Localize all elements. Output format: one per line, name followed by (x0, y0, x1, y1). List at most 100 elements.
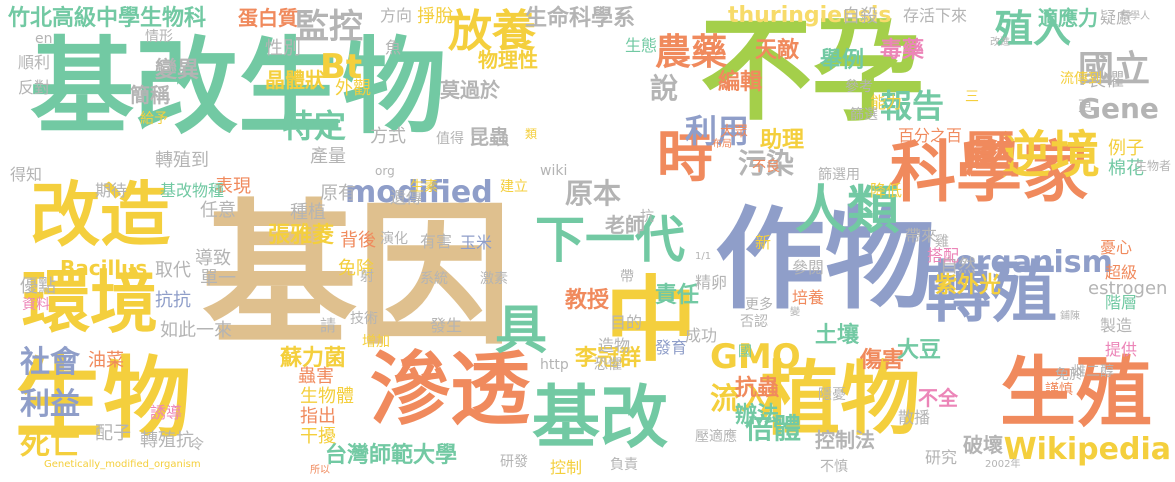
cloud-word: 原本 (565, 177, 622, 210)
cloud-word: 植物 (760, 353, 920, 446)
cloud-word: 外觀 (335, 78, 371, 99)
cloud-word: 參考 (845, 79, 873, 95)
cloud-word: 具 (495, 301, 548, 361)
cloud-word: 農藥 (655, 32, 728, 73)
cloud-word: 大豆 (897, 338, 942, 363)
cloud-word: 提供 (1105, 340, 1138, 359)
cloud-word: 國 (738, 344, 752, 360)
cloud-word: 壓 (965, 126, 1015, 184)
cloud-word: 舉例 (820, 48, 865, 73)
cloud-word: 單一 (200, 268, 236, 289)
cloud-word: 所以 (310, 465, 330, 476)
cloud-word: 免於 (1055, 367, 1083, 383)
cloud-word: 放養 (448, 6, 536, 57)
cloud-word: 期待 (95, 181, 128, 200)
cloud-word: 配子 (95, 423, 131, 444)
cloud-word: 社會 (20, 345, 80, 380)
cloud-word: 階層 (1105, 293, 1138, 312)
cloud-word: 畏懼 (1088, 70, 1124, 91)
cloud-word: 導致 (195, 248, 231, 269)
cloud-word: 不慎 (820, 459, 848, 475)
cloud-word: 超級 (1105, 263, 1138, 282)
cloud-word: 流傳到 (1060, 71, 1102, 87)
cloud-word: 晶體狀 (265, 68, 325, 92)
cloud-word: 1/1 (695, 251, 712, 262)
cloud-word: 傷害 (860, 348, 905, 373)
cloud-word: 蘇力菌 (280, 346, 347, 371)
cloud-word: 類 (525, 127, 538, 141)
cloud-word: 搭配 (927, 246, 960, 265)
cloud-word: 控制 (550, 458, 583, 477)
cloud-word: 研究 (925, 448, 958, 467)
cloud-word: 轉殖 (925, 254, 1057, 331)
cloud-word: 指出 (300, 406, 336, 427)
cloud-word: 背後 (340, 230, 376, 251)
cloud-word: 下一代 (535, 211, 685, 269)
cloud-word: 原有 (320, 183, 356, 204)
cloud-word: 更多 (745, 297, 773, 313)
cloud-word: 自殺 (842, 6, 878, 27)
cloud-word: 激素 (480, 271, 508, 287)
cloud-word: 編輯 (718, 70, 763, 95)
cloud-word: 棉花 (1108, 158, 1144, 179)
cloud-word: 系統 (420, 271, 448, 287)
cloud-word: 滲透 (370, 343, 530, 436)
cloud-word: 蛋白質 (238, 6, 298, 30)
cloud-word: 參閱 (792, 258, 825, 277)
cloud-word: Bacillus (60, 256, 148, 280)
cloud-word: 帶來 (905, 226, 938, 245)
cloud-word: 殖入 (995, 7, 1072, 51)
cloud-word: 轉殖抗 (140, 430, 194, 451)
cloud-word: 國立 (1078, 49, 1151, 90)
cloud-word: 培養 (792, 288, 825, 307)
cloud-word: 改進 (990, 37, 1010, 48)
cloud-word: 布局 (712, 139, 732, 150)
cloud-word: 監控 (295, 7, 363, 47)
cloud-word: 逆境 (1000, 126, 1100, 184)
cloud-word: 更 (1078, 99, 1092, 115)
cloud-word: 利益 (20, 387, 80, 422)
cloud-word: 死亡 (20, 427, 80, 462)
cloud-word: 雌二醇 (1072, 364, 1114, 380)
cloud-word: 抗蟲 (735, 376, 780, 401)
cloud-word: 令 (190, 437, 204, 453)
cloud-word: 憂心 (1100, 238, 1133, 257)
cloud-word: 方向 (380, 6, 413, 25)
cloud-word: 自然 (940, 256, 976, 277)
cloud-word: 情形 (145, 29, 173, 45)
cloud-word: 控制法 (815, 428, 875, 452)
cloud-word: 製造 (1100, 316, 1133, 335)
cloud-word: 反對 (18, 78, 51, 97)
cloud-word: 莫過於 (440, 78, 500, 102)
cloud-word: 生態 (625, 36, 658, 55)
cloud-word: 方式 (370, 126, 406, 147)
cloud-word: 優點 (20, 276, 56, 297)
cloud-word: 存活下來 (903, 6, 968, 25)
cloud-word: 百分之百 (898, 126, 963, 145)
cloud-word: 建立 (500, 179, 528, 195)
cloud-word: 倍體 (745, 412, 802, 445)
cloud-word: 流入 (710, 382, 770, 417)
cloud-word: estrogen (1088, 278, 1168, 299)
cloud-word: 中 (605, 267, 698, 374)
cloud-word: org (375, 164, 395, 178)
cloud-word: 老師 (605, 213, 645, 237)
cloud-word: 請 (320, 316, 337, 335)
cloud-word: 破壞 (963, 433, 1003, 457)
cloud-word: http (540, 357, 569, 373)
cloud-word: 給予 (140, 111, 168, 127)
cloud-word: 轉殖到 (155, 150, 209, 171)
cloud-word: 取代 (155, 260, 191, 281)
cloud-word: 成功 (685, 326, 718, 345)
cloud-word: 基因 (202, 185, 512, 366)
cloud-word: 順利 (18, 53, 51, 72)
cloud-word: 變異 (155, 58, 200, 83)
cloud-word: 蟲害 (298, 366, 334, 387)
cloud-word: 玉米 (460, 233, 493, 252)
cloud-word: 謹慎 (1045, 382, 1073, 398)
cloud-word: 說 (650, 72, 679, 105)
cloud-word: 例子 (1108, 138, 1144, 159)
cloud-word: 發育 (655, 338, 688, 357)
cloud-word: Wikipedia (1003, 432, 1171, 467)
